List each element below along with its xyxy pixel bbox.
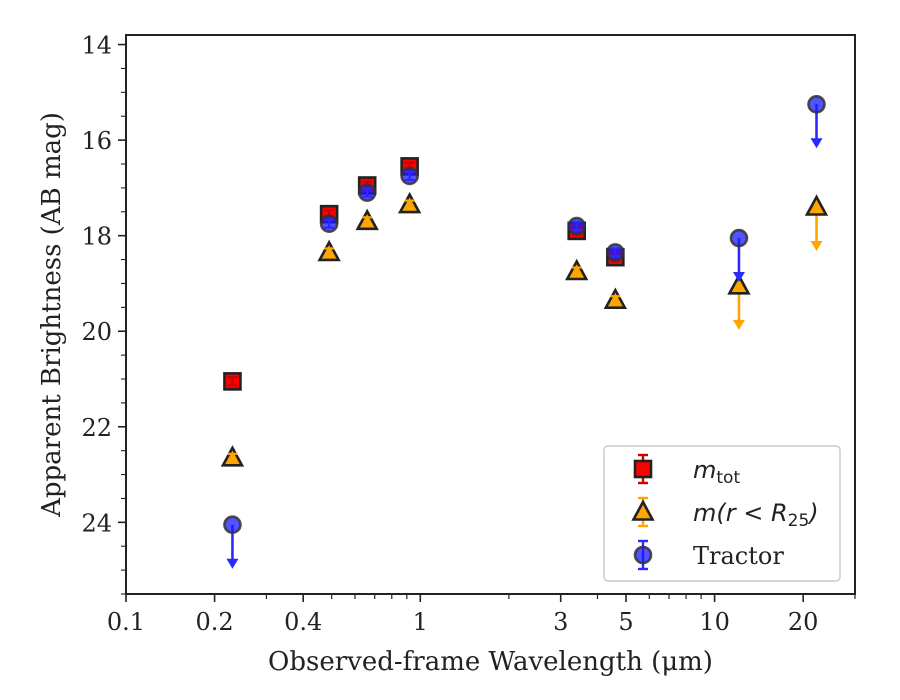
y-tick-label: 14 bbox=[81, 32, 112, 60]
data-point bbox=[567, 216, 587, 236]
upper-limit-arrowhead bbox=[732, 319, 745, 330]
x-tick-label: 0.2 bbox=[196, 608, 234, 636]
data-point bbox=[223, 372, 242, 391]
x-tick-label: 3 bbox=[553, 608, 568, 636]
legend-marker bbox=[633, 459, 653, 479]
x-tick-label: 0.4 bbox=[284, 608, 322, 636]
x-tick-label: 5 bbox=[618, 608, 633, 636]
point-marker bbox=[727, 273, 751, 295]
data-point bbox=[400, 166, 419, 186]
legend-label: Tractor bbox=[693, 542, 784, 570]
upper-limit-arrowhead bbox=[810, 241, 823, 251]
legend-label: m(r < R25) bbox=[693, 499, 819, 531]
upper-limit-arrowhead bbox=[226, 558, 239, 569]
series-1 bbox=[220, 191, 829, 467]
legend-box bbox=[603, 445, 841, 582]
data-point bbox=[355, 208, 379, 231]
y-tick-label: 18 bbox=[81, 223, 112, 251]
legend-marker bbox=[633, 545, 653, 565]
data-point bbox=[319, 214, 339, 234]
x-tick-label: 10 bbox=[699, 608, 730, 636]
point-marker bbox=[729, 228, 749, 248]
plot-area bbox=[220, 94, 829, 569]
series-0 bbox=[223, 157, 625, 391]
data-point bbox=[397, 191, 422, 214]
x-tick-label: 1 bbox=[413, 608, 428, 636]
data-point bbox=[807, 94, 826, 149]
upper-limit-arrowhead bbox=[732, 272, 745, 283]
legend-entry: mtot bbox=[633, 453, 740, 488]
legend-label: mtot bbox=[693, 456, 740, 488]
data-point bbox=[727, 273, 751, 330]
y-axis-label: Apparent Brightness (AB mag) bbox=[37, 112, 67, 518]
legend: mtot m(r < R25) Tractor bbox=[603, 445, 841, 582]
data-point bbox=[729, 228, 749, 283]
point-marker bbox=[807, 94, 826, 114]
x-axis-label: Observed-frame Wavelength (μm) bbox=[268, 647, 713, 677]
data-point bbox=[804, 194, 829, 251]
y-tick-label: 24 bbox=[81, 509, 112, 537]
y-tick-label: 20 bbox=[81, 318, 112, 346]
data-point bbox=[223, 515, 242, 569]
data-point bbox=[565, 258, 589, 281]
upper-limit-arrowhead bbox=[810, 138, 823, 149]
legend-marker bbox=[631, 499, 655, 521]
series-2 bbox=[223, 94, 826, 569]
data-point bbox=[357, 183, 377, 202]
legend-entry: m(r < R25) bbox=[631, 496, 819, 531]
x-tick-label: 0.1 bbox=[107, 608, 145, 636]
y-tick-label: 22 bbox=[81, 414, 112, 442]
x-tick-label: 20 bbox=[788, 608, 819, 636]
data-point bbox=[603, 287, 628, 309]
data-point bbox=[317, 239, 341, 262]
point-marker bbox=[223, 515, 242, 535]
axes-layer: 0.1 0.2 0.4 1 3 5 10 20 14 16 18 20 22 24 bbox=[81, 32, 856, 636]
y-tick-label: 16 bbox=[81, 127, 112, 155]
point-marker bbox=[804, 194, 829, 216]
legend-entry: Tractor bbox=[633, 539, 784, 571]
data-point bbox=[606, 243, 625, 262]
plot-frame bbox=[125, 34, 856, 595]
data-point bbox=[220, 445, 245, 467]
